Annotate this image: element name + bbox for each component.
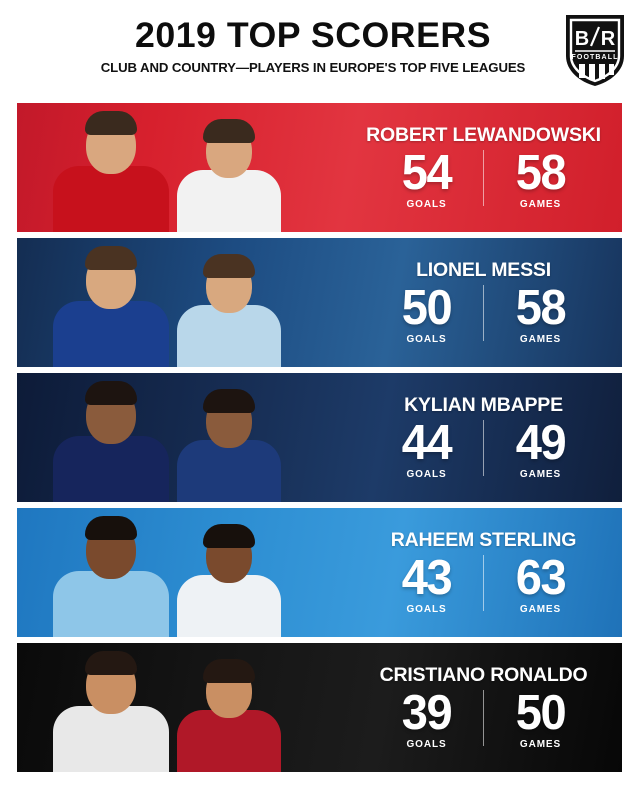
player-row[interactable]: ROBERT LEWANDOWSKI 54 GOALS 58 GAMES	[17, 103, 622, 232]
goals-value: 43	[401, 551, 453, 605]
player-row[interactable]: LIONEL MESSI 50 GOALS 58 GAMES	[17, 238, 622, 367]
goals-value: 54	[401, 146, 453, 200]
player-name: LIONEL MESSI	[416, 259, 551, 281]
games-value: 58	[515, 281, 567, 335]
player-rows-list: ROBERT LEWANDOWSKI 54 GOALS 58 GAMES	[17, 103, 622, 772]
player-stats-area: KYLIAN MBAPPE 44 GOALS 49 GAMES	[357, 373, 622, 502]
stat-divider	[483, 150, 484, 206]
page-title: 2019 TOP SCORERS	[134, 16, 492, 55]
stat-pair: 43 GOALS 63 GAMES	[374, 553, 593, 616]
games-stat: 49 GAMES	[488, 418, 593, 481]
player-country-photo	[177, 659, 281, 772]
games-stat: 50 GAMES	[488, 688, 593, 751]
player-name: KYLIAN MBAPPE	[404, 394, 563, 416]
goals-stat: 43 GOALS	[374, 553, 479, 616]
games-value: 58	[515, 146, 567, 200]
games-label: GAMES	[519, 604, 562, 615]
games-stat: 63 GAMES	[488, 553, 593, 616]
games-label: GAMES	[519, 199, 562, 210]
games-label: GAMES	[519, 334, 562, 345]
player-club-photo	[53, 516, 169, 637]
goals-label: GOALS	[406, 469, 447, 480]
player-photo-area	[17, 238, 357, 367]
stat-pair: 39 GOALS 50 GAMES	[374, 688, 593, 751]
player-photo-area	[17, 373, 357, 502]
player-name: CRISTIANO RONALDO	[379, 664, 588, 686]
player-name: ROBERT LEWANDOWSKI	[366, 124, 601, 146]
player-row[interactable]: KYLIAN MBAPPE 44 GOALS 49 GAMES	[17, 373, 622, 502]
player-stats-area: RAHEEM STERLING 43 GOALS 63 GAMES	[357, 508, 622, 637]
player-club-photo	[53, 381, 169, 502]
player-stats-area: CRISTIANO RONALDO 39 GOALS 50 GAMES	[357, 643, 622, 772]
player-club-photo	[53, 111, 169, 232]
player-row[interactable]: CRISTIANO RONALDO 39 GOALS 50 GAMES	[17, 643, 622, 772]
stat-divider	[483, 285, 484, 341]
goals-label: GOALS	[406, 199, 447, 210]
player-country-photo	[177, 254, 281, 367]
stat-divider	[483, 555, 484, 611]
header-text-block: 2019 TOP SCORERS CLUB AND COUNTRY—PLAYER…	[48, 18, 578, 76]
player-photo-area	[17, 103, 357, 232]
svg-text:B: B	[575, 28, 589, 50]
player-name: RAHEEM STERLING	[390, 529, 577, 551]
stat-pair: 50 GOALS 58 GAMES	[374, 283, 593, 346]
games-value: 50	[515, 686, 567, 740]
player-club-photo	[53, 246, 169, 367]
goals-stat: 39 GOALS	[374, 688, 479, 751]
goals-value: 44	[401, 416, 453, 470]
player-stats-area: LIONEL MESSI 50 GOALS 58 GAMES	[357, 238, 622, 367]
goals-value: 39	[401, 686, 453, 740]
player-row[interactable]: RAHEEM STERLING 43 GOALS 63 GAMES	[17, 508, 622, 637]
goals-label: GOALS	[406, 604, 447, 615]
player-club-photo	[53, 651, 169, 772]
goals-label: GOALS	[406, 739, 447, 750]
goals-label: GOALS	[406, 334, 447, 345]
player-photo-area	[17, 643, 357, 772]
player-photo-area	[17, 508, 357, 637]
games-value: 49	[515, 416, 567, 470]
stat-pair: 54 GOALS 58 GAMES	[374, 148, 593, 211]
player-country-photo	[177, 524, 281, 637]
games-label: GAMES	[519, 469, 562, 480]
stat-divider	[483, 420, 484, 476]
svg-text:R: R	[601, 28, 616, 50]
player-stats-area: ROBERT LEWANDOWSKI 54 GOALS 58 GAMES	[357, 103, 622, 232]
player-country-photo	[177, 389, 281, 502]
goals-stat: 50 GOALS	[374, 283, 479, 346]
br-football-shield-logo: B R FOOTBALL	[564, 12, 626, 88]
games-label: GAMES	[519, 739, 562, 750]
games-stat: 58 GAMES	[488, 283, 593, 346]
games-value: 63	[515, 551, 567, 605]
goals-value: 50	[401, 281, 453, 335]
goals-stat: 44 GOALS	[374, 418, 479, 481]
stat-pair: 44 GOALS 49 GAMES	[374, 418, 593, 481]
svg-text:FOOTBALL: FOOTBALL	[572, 54, 619, 61]
page-subtitle: CLUB AND COUNTRY—PLAYERS IN EUROPE'S TOP…	[100, 60, 526, 75]
goals-stat: 54 GOALS	[374, 148, 479, 211]
player-country-photo	[177, 119, 281, 232]
header: 2019 TOP SCORERS CLUB AND COUNTRY—PLAYER…	[0, 0, 640, 100]
stat-divider	[483, 690, 484, 746]
games-stat: 58 GAMES	[488, 148, 593, 211]
